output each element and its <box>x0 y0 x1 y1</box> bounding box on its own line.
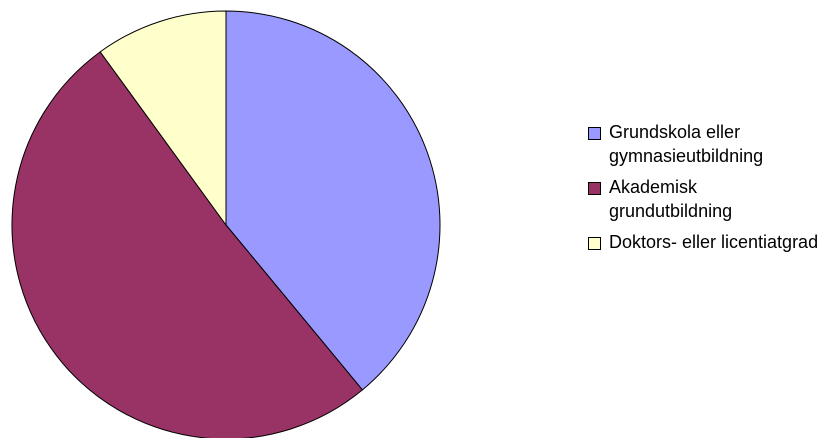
legend: Grundskola eller gymnasieutbildning Akade… <box>588 120 828 261</box>
legend-swatch <box>588 182 601 195</box>
legend-label: Grundskola eller gymnasieutbildning <box>609 122 764 166</box>
pie-slice <box>11 51 364 438</box>
legend-entry: Akademisk grundutbildning <box>588 175 828 223</box>
legend-entry: Grundskola eller gymnasieutbildning <box>588 120 828 168</box>
pie-slice <box>225 10 441 391</box>
pie-slice <box>99 10 227 227</box>
legend-swatch <box>588 127 601 140</box>
legend-swatch <box>588 237 601 250</box>
legend-entry: Doktors- eller licentiatgrad <box>588 230 828 254</box>
legend-label: Doktors- eller licentiatgrad <box>609 232 819 252</box>
legend-label: Akademisk grundutbildning <box>609 177 733 221</box>
